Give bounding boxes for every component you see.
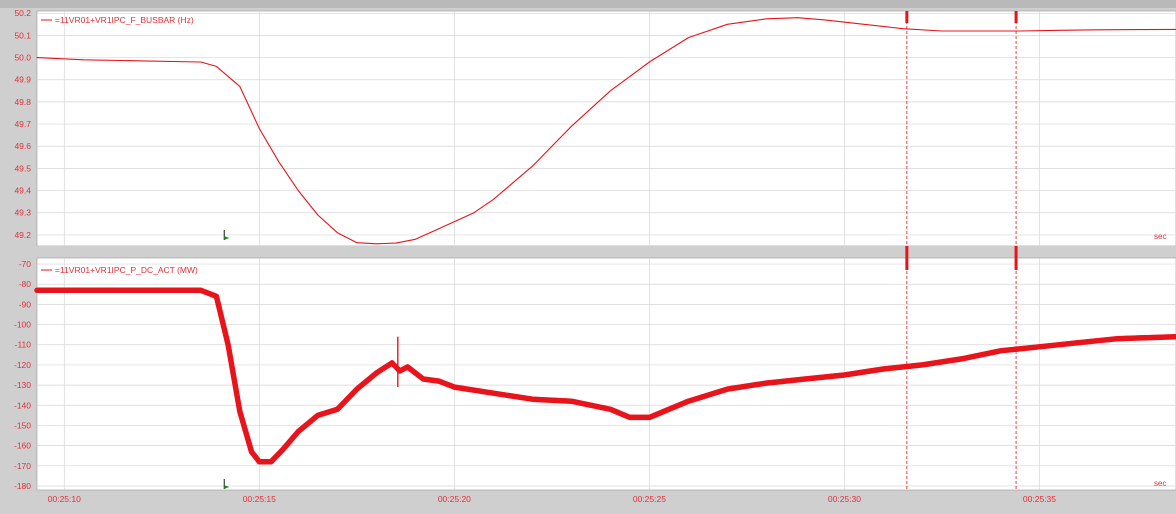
y-tick-label: 50.0 bbox=[14, 53, 31, 63]
y-tick-label: 49.7 bbox=[14, 119, 31, 129]
y-tick-label: 49.2 bbox=[14, 230, 31, 240]
power-y-axis: -70 -80 -90 -100 -110 -120 -130 -140 -150 -160 -17… bbox=[14, 259, 31, 491]
frequency-trace bbox=[36, 17, 1176, 245]
x-tick-label: 00:25:25 bbox=[633, 494, 666, 504]
power-panel: -70 -80 -90 -100 -110 -120 -130 -140 -150 -160 -17… bbox=[14, 257, 1176, 491]
y-tick-label: -90 bbox=[19, 299, 32, 309]
frequency-plot-area[interactable] bbox=[36, 10, 1176, 247]
y-tick-label: -170 bbox=[14, 461, 31, 471]
y-tick-label: 49.4 bbox=[14, 186, 31, 196]
y-tick-label: -140 bbox=[14, 400, 31, 410]
y-tick-label: -150 bbox=[14, 420, 31, 430]
power-legend-label: =11VR01+VR1IPC_P_DC_ACT (MW) bbox=[55, 265, 198, 275]
y-tick-label: 50.1 bbox=[14, 30, 31, 40]
frequency-axis-unit: sec bbox=[1154, 232, 1166, 241]
cursor-handle[interactable] bbox=[905, 11, 909, 23]
power-trace bbox=[34, 287, 1176, 465]
y-tick-label: -100 bbox=[14, 320, 31, 330]
cursor-handle[interactable] bbox=[1014, 258, 1018, 270]
power-axis-unit: sec bbox=[1154, 479, 1166, 488]
y-tick-label: -160 bbox=[14, 441, 31, 451]
top-border bbox=[0, 0, 1176, 8]
y-tick-label: -70 bbox=[19, 259, 32, 269]
y-tick-label: -180 bbox=[14, 481, 31, 491]
frequency-legend: =11VR01+VR1IPC_F_BUSBAR (Hz) bbox=[41, 15, 194, 25]
frequency-y-axis: 50.2 50.1 50.0 49.9 49.8 49.7 49.6 49.5 49.4 49.3… bbox=[14, 8, 31, 240]
power-line-noise bbox=[37, 287, 1176, 461]
cursor-handle[interactable] bbox=[905, 246, 909, 258]
x-tick-label: 00:25:20 bbox=[438, 494, 471, 504]
cursor-handle[interactable] bbox=[1014, 11, 1018, 23]
y-tick-label: 49.5 bbox=[14, 163, 31, 173]
y-tick-label: -120 bbox=[14, 360, 31, 370]
frequency-panel: 50.2 50.1 50.0 49.9 49.8 49.7 49.6 49.5 49.4 49.3… bbox=[14, 8, 1176, 247]
x-tick-label: 00:25:30 bbox=[828, 494, 861, 504]
event-marker-icon[interactable] bbox=[223, 230, 230, 240]
frequency-legend-label: =11VR01+VR1IPC_F_BUSBAR (Hz) bbox=[55, 15, 194, 25]
frequency-grid bbox=[37, 11, 1176, 246]
time-axis: 00:25:10 00:25:15 00:25:20 00:25:25 00:25:30… bbox=[48, 494, 1057, 504]
panel-splitter[interactable] bbox=[0, 246, 1176, 258]
x-tick-label: 00:25:10 bbox=[48, 494, 81, 504]
y-tick-label: -80 bbox=[19, 279, 32, 289]
event-marker-layer bbox=[223, 230, 230, 489]
y-tick-label: 49.9 bbox=[14, 75, 31, 85]
event-marker-icon[interactable] bbox=[223, 479, 230, 489]
cursor-layer bbox=[905, 11, 1018, 490]
y-tick-label: -130 bbox=[14, 380, 31, 390]
frequency-line bbox=[36, 17, 1176, 245]
cursor-handle[interactable] bbox=[905, 258, 909, 270]
y-tick-label: 49.8 bbox=[14, 97, 31, 107]
y-tick-label: 50.2 bbox=[14, 8, 31, 18]
cursor-handle[interactable] bbox=[1014, 246, 1018, 258]
power-plot-area[interactable] bbox=[36, 257, 1176, 491]
x-tick-label: 00:25:15 bbox=[243, 494, 276, 504]
y-tick-label: 49.3 bbox=[14, 208, 31, 218]
y-tick-label: 49.6 bbox=[14, 141, 31, 151]
y-tick-label: -110 bbox=[15, 340, 32, 350]
x-tick-label: 00:25:35 bbox=[1023, 494, 1056, 504]
power-grid bbox=[37, 258, 1176, 490]
power-legend: =11VR01+VR1IPC_P_DC_ACT (MW) bbox=[41, 265, 198, 275]
